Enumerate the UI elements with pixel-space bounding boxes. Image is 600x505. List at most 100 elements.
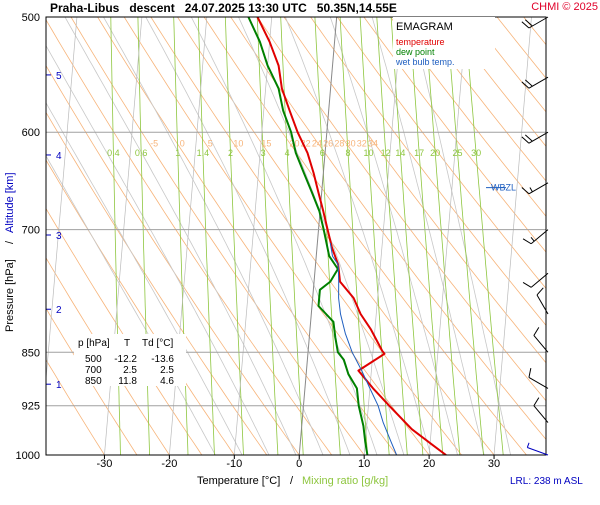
mixing-ratio-label: 1 <box>175 148 180 158</box>
x-axis-caption: Temperature [°C] / Mixing ratio [g/kg] <box>197 475 388 487</box>
wind-barb-shaft <box>529 77 548 88</box>
wind-barb-half <box>531 237 534 241</box>
dry-adiabat-line <box>161 0 519 486</box>
legend-dewpoint: dew point <box>396 47 435 57</box>
mixing-ratio-label: 1.4 <box>197 148 210 158</box>
dry-adiabat-line <box>0 0 190 486</box>
mixing-ratio-label: 2 <box>228 148 233 158</box>
mixing-ratio-line <box>110 0 121 486</box>
isotherm-line <box>429 17 466 455</box>
table-cell: -13.6 <box>151 354 174 365</box>
wind-barb-half <box>530 187 533 191</box>
legend-heading: EMAGRAM <box>396 21 453 33</box>
legend: EMAGRAM temperature dew point wet bulb t… <box>393 17 495 69</box>
mixing-ratio-line <box>359 0 392 486</box>
temperature-tick-label: 10 <box>358 458 370 470</box>
mixing-ratio-line <box>137 0 150 486</box>
table-cell: 4.6 <box>160 376 174 387</box>
wind-barb-flag <box>522 187 529 193</box>
mixing-ratio-line <box>463 0 506 486</box>
wind-barb-flag <box>523 282 531 287</box>
y-label-separator: / <box>4 240 16 244</box>
x-label-separator: / <box>290 475 294 487</box>
dry-adiabat-line <box>82 0 420 486</box>
altitude-tick-label: 5 <box>56 71 62 82</box>
dry-adiabat-line <box>0 0 124 486</box>
dry-adiabat-line <box>0 0 289 486</box>
mixing-ratio-line <box>314 0 343 486</box>
isotherm-line <box>494 17 531 455</box>
temperature-tick-label: 30 <box>488 458 500 470</box>
altitude-tick-label: 2 <box>56 305 62 316</box>
temperature-tick-label: -30 <box>96 458 112 470</box>
altitude-tick-label: 1 <box>56 380 62 391</box>
mixing-ratio-label: 4 <box>285 148 290 158</box>
value-table: p [hPa] T Td [°C] 500 -12.2 -13.6 700 2.… <box>74 334 186 387</box>
wind-barb-flag <box>523 239 531 244</box>
wind-barb <box>529 368 548 388</box>
table-cell: 11.8 <box>118 376 137 387</box>
mixing-ratio-label: 25 <box>453 148 463 158</box>
moist-adiabat-line <box>178 0 388 486</box>
wind-barb <box>522 17 548 28</box>
wind-barb-half <box>527 443 529 448</box>
dry-adiabat-line <box>372 0 600 486</box>
wind-barb <box>523 230 548 244</box>
dry-adiabat-label: 0 <box>180 139 185 149</box>
dry-adiabat-label: -5 <box>150 139 158 149</box>
wind-barb-flag <box>529 368 531 377</box>
legend-temperature: temperature <box>396 37 445 47</box>
wind-barb-shaft <box>529 132 548 143</box>
mixing-ratio-label: 8 <box>346 148 351 158</box>
temperature-tick-label: 0 <box>296 458 302 470</box>
dry-adiabat-line <box>3 0 322 486</box>
wind-barb <box>522 183 548 194</box>
y-label-altitude: Altitude [km] <box>4 172 16 233</box>
pressure-tick-label: 850 <box>22 347 40 359</box>
mixing-ratio-line <box>224 0 245 486</box>
dry-adiabat-line <box>345 0 600 486</box>
mixing-ratio-label: 20 <box>430 148 440 158</box>
legend-wetbulb: wet bulb temp. <box>395 57 455 67</box>
wind-barb-flag <box>537 288 543 295</box>
wind-barb <box>522 132 548 143</box>
moist-adiabat-line <box>0 0 232 486</box>
mixing-ratio-label: 14 <box>395 148 405 158</box>
moist-adiabat-line <box>275 0 440 486</box>
moist-adiabat-line <box>365 0 492 486</box>
moist-adiabat-line <box>226 0 413 486</box>
lrl-label: LRL: 238 m ASL <box>510 476 583 487</box>
altitude-tick-label: 3 <box>56 231 62 242</box>
chart-title: Praha-Libus descent 24.07.2025 13:30 UTC… <box>50 1 397 15</box>
x-label-mixing-ratio: Mixing ratio [g/kg] <box>302 475 388 487</box>
credit-label: CHMI © 2025 <box>531 1 598 13</box>
mixing-ratio-label: 6 <box>320 148 325 158</box>
table-col-td: Td [°C] <box>142 338 173 349</box>
mixing-ratio-label: 12 <box>381 148 391 158</box>
dry-adiabat-label: 28 <box>334 139 344 149</box>
pressure-tick-label: 700 <box>22 225 40 237</box>
table-cell: 500 <box>85 354 102 365</box>
pressure-tick-label: 925 <box>22 401 40 413</box>
table-cell: 2.5 <box>160 365 174 376</box>
dry-adiabat-line <box>108 0 453 486</box>
pressure-tick-label: 1000 <box>16 450 40 462</box>
wind-barb-shaft <box>527 447 548 455</box>
wind-barb <box>527 443 548 455</box>
mixing-ratio-label: 17 <box>414 148 424 158</box>
wind-barb-shaft <box>531 273 548 287</box>
mixing-ratio-label: 3 <box>261 148 266 158</box>
wind-barb-shaft <box>529 17 548 28</box>
mixing-ratio-label: 0.6 <box>135 148 148 158</box>
isotherm-line <box>169 17 206 455</box>
temperature-tick-label: -20 <box>161 458 177 470</box>
table-cell: -12.2 <box>114 354 137 365</box>
dry-adiabat-line <box>503 0 600 486</box>
dry-adiabat-line <box>266 0 600 486</box>
wind-barb-shaft <box>529 183 548 194</box>
temperature-tick-label: 20 <box>423 458 435 470</box>
table-cell: 850 <box>85 376 102 387</box>
dry-adiabat-label: 10 <box>233 139 243 149</box>
